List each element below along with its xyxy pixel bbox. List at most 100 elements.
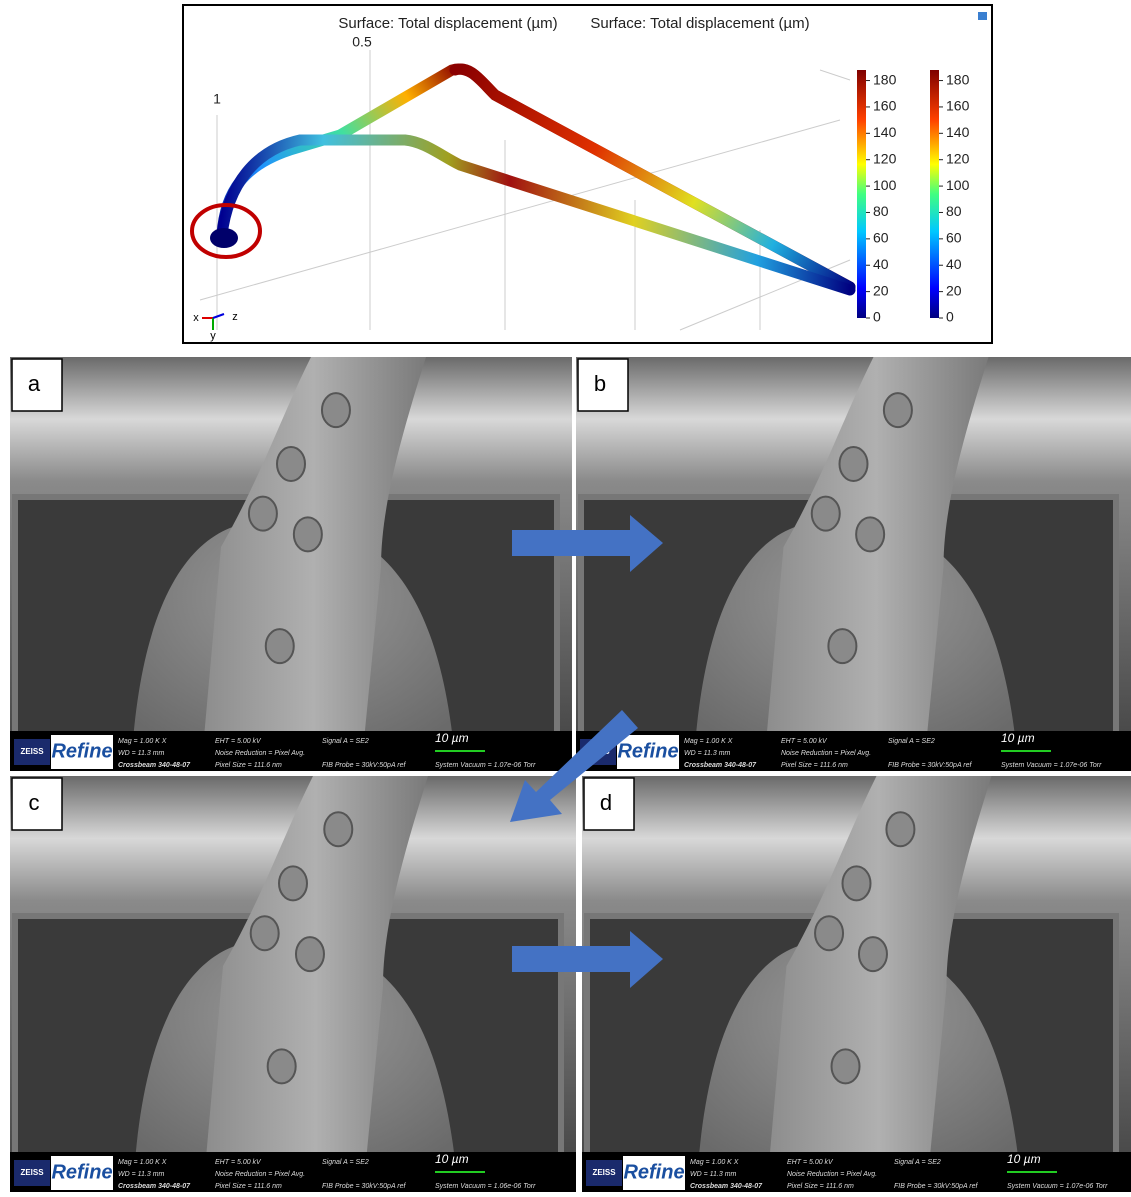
info-mag: Mag = 1.00 K X (690, 1159, 739, 1166)
info-mag: Mag = 1.00 K X (118, 1159, 167, 1166)
info-pixel: Pixel Size = 111.6 nm (215, 762, 282, 769)
corner-icon (978, 12, 987, 20)
info-fib: FIB Probe = 30kV:50pA ref (888, 762, 973, 769)
info-noise: Noise Reduction = Pixel Avg. (215, 750, 305, 757)
colorbar-tick-label: 80 (946, 203, 962, 219)
indent (843, 866, 871, 900)
panel-label: d (600, 790, 612, 815)
info-noise: Noise Reduction = Pixel Avg. (787, 1171, 877, 1178)
panel-label: b (594, 371, 606, 396)
anchor-pad (210, 228, 238, 248)
colorbar-tick-label: 0 (946, 309, 954, 325)
info-fib: FIB Probe = 30kV:50pA ref (322, 762, 407, 769)
colorbar-tick-label: 40 (873, 256, 889, 272)
info-pixel: Pixel Size = 111.6 nm (215, 1183, 282, 1190)
panel-label: a (28, 371, 41, 396)
panel-label: c (29, 790, 40, 815)
brand-refine: Refine (51, 740, 112, 762)
colorbar (930, 70, 939, 318)
colorbar-tick-label: 40 (946, 256, 962, 272)
brand-refine: Refine (617, 740, 678, 762)
sem-image (576, 357, 1131, 771)
indent (266, 629, 294, 663)
scale-label: 10 µm (1001, 731, 1035, 745)
info-eht: EHT = 5.00 kV (781, 738, 828, 745)
indent (886, 812, 914, 846)
indent (251, 916, 279, 950)
info-device: Crossbeam 340-48-07 (118, 1183, 191, 1190)
colorbar-tick-label: 20 (946, 282, 962, 298)
indent (840, 447, 868, 481)
scale-label: 10 µm (435, 731, 469, 745)
info-signal: Signal A = SE2 (322, 1159, 369, 1166)
info-mag: Mag = 1.00 K X (118, 738, 167, 745)
triad-label: y (210, 330, 216, 342)
info-pixel: Pixel Size = 111.6 nm (781, 762, 848, 769)
info-eht: EHT = 5.00 kV (787, 1159, 834, 1166)
indent (832, 1049, 860, 1083)
info-vacuum: System Vacuum = 1.06e-06 Torr (435, 1183, 536, 1190)
info-signal: Signal A = SE2 (894, 1159, 941, 1166)
indent (828, 629, 856, 663)
info-signal: Signal A = SE2 (888, 738, 935, 745)
info-wd: WD = 11.3 mm (684, 750, 731, 757)
info-noise: Noise Reduction = Pixel Avg. (781, 750, 871, 757)
info-eht: EHT = 5.00 kV (215, 738, 262, 745)
sem-image (582, 776, 1131, 1192)
axis-label: 0.5 (352, 34, 372, 50)
colorbar-tick-label: 160 (873, 98, 897, 114)
brand-refine: Refine (623, 1161, 684, 1183)
sem-image (10, 776, 576, 1192)
colorbar-tick-label: 120 (946, 150, 970, 166)
indent (296, 937, 324, 971)
colorbar-tick-label: 20 (873, 282, 889, 298)
info-device: Crossbeam 340-48-07 (118, 762, 191, 769)
colorbar-tick-label: 160 (946, 98, 970, 114)
info-noise: Noise Reduction = Pixel Avg. (215, 1171, 305, 1178)
indent (268, 1049, 296, 1083)
colorbar-tick-label: 100 (873, 177, 897, 193)
indent (277, 447, 305, 481)
colorbar-tick-label: 100 (946, 177, 970, 193)
info-vacuum: System Vacuum = 1.07e-06 Torr (435, 762, 536, 769)
indent (279, 866, 307, 900)
figure: Surface: Total displacement (µm) Surface… (0, 0, 1131, 1197)
indent (884, 393, 912, 427)
scale-label: 10 µm (435, 1152, 469, 1166)
colorbar-tick-label: 140 (946, 124, 970, 140)
info-fib: FIB Probe = 30kV:50pA ref (894, 1183, 979, 1190)
indent (324, 812, 352, 846)
colorbar-tick-label: 60 (873, 230, 889, 246)
info-device: Crossbeam 340-48-07 (684, 762, 757, 769)
info-fib: FIB Probe = 30kV:50pA ref (322, 1183, 407, 1190)
colorbar-tick-label: 180 (873, 71, 897, 87)
simulation-panel: Surface: Total displacement (µm) Surface… (183, 5, 992, 343)
axis-label: 1 (213, 91, 221, 107)
scale-label: 10 µm (1007, 1152, 1041, 1166)
triad-label: z (232, 311, 238, 323)
plot-title: Surface: Total displacement (µm) (338, 15, 557, 32)
info-wd: WD = 11.3 mm (118, 1171, 165, 1178)
triad-label: x (193, 312, 199, 324)
brand-zeiss: ZEISS (592, 1168, 616, 1177)
info-signal: Signal A = SE2 (322, 738, 369, 745)
brand-refine: Refine (51, 1161, 112, 1183)
info-vacuum: System Vacuum = 1.07e-06 Torr (1007, 1183, 1108, 1190)
sem-panel: ZEISSRefineMag = 1.00 K XWD = 11.3 mmCro… (10, 776, 576, 1192)
panel-frame (183, 5, 992, 343)
colorbar-tick-label: 140 (873, 124, 897, 140)
colorbar (857, 70, 866, 318)
info-eht: EHT = 5.00 kV (215, 1159, 262, 1166)
indent (812, 497, 840, 531)
info-vacuum: System Vacuum = 1.07e-06 Torr (1001, 762, 1102, 769)
colorbar-tick-label: 80 (873, 203, 889, 219)
colorbar-tick-label: 180 (946, 71, 970, 87)
info-pixel: Pixel Size = 111.6 nm (787, 1183, 854, 1190)
indent (859, 937, 887, 971)
info-mag: Mag = 1.00 K X (684, 738, 733, 745)
indent (294, 517, 322, 551)
info-wd: WD = 11.3 mm (118, 750, 165, 757)
